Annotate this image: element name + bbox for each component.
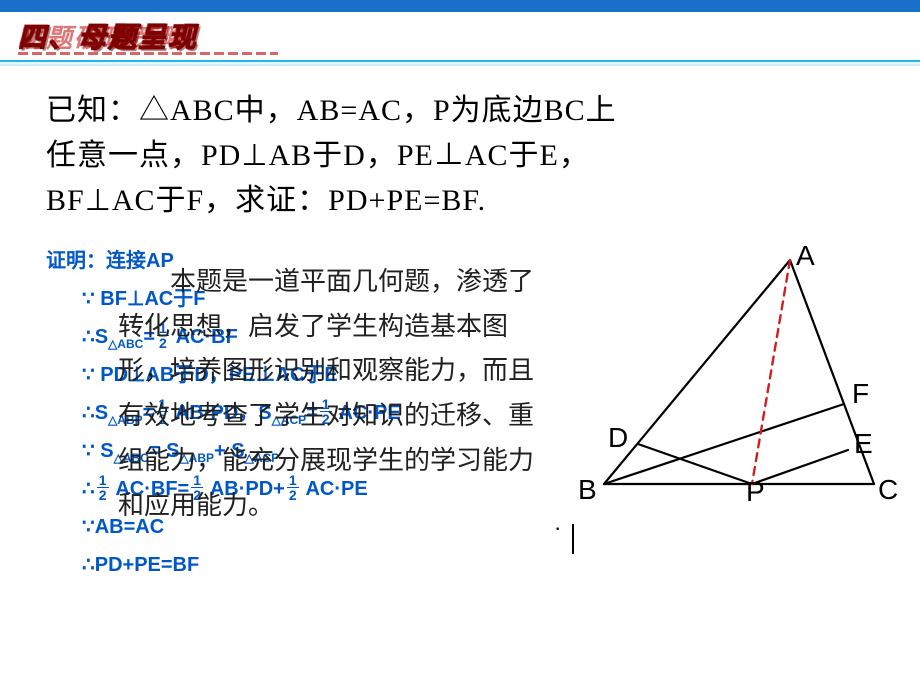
half: 12 bbox=[97, 473, 109, 502]
triangle-figure: ABCDEFP bbox=[592, 252, 892, 512]
problem-line-1: 已知：△ABC中，AB=AC，P为底边BC上 bbox=[46, 88, 882, 133]
t: ∴S bbox=[82, 402, 108, 424]
vertex-label-C: C bbox=[878, 474, 898, 506]
commentary-text: 本题是一道平面几何题，渗透了转化思想，启发了学生构造基本图形，培养图形识别和观察… bbox=[118, 260, 538, 528]
vertex-label-F: F bbox=[852, 378, 869, 410]
vertex-label-A: A bbox=[796, 240, 815, 272]
stray-mark: · bbox=[554, 516, 561, 542]
vertex-label-E: E bbox=[854, 428, 873, 460]
stray-bar bbox=[572, 524, 574, 554]
title-row: 功题破理策略 四、母题呈现 bbox=[0, 12, 920, 60]
title-main: 四、母题呈现 bbox=[0, 16, 198, 56]
vertex-label-P: P bbox=[746, 476, 765, 508]
t: ∴ bbox=[82, 478, 95, 500]
problem-line-3: BF⊥AC于F，求证：PD+PE=BF. bbox=[46, 178, 882, 223]
top-band bbox=[0, 0, 920, 12]
problem-statement: 已知：△ABC中，AB=AC，P为底边BC上 任意一点，PD⊥AB于D，PE⊥A… bbox=[46, 88, 882, 223]
t: ∴S bbox=[82, 326, 108, 348]
problem-line-2: 任意一点，PD⊥AB于D，PE⊥AC于E， bbox=[46, 133, 882, 178]
t: ∵ S bbox=[82, 440, 114, 462]
content: 已知：△ABC中，AB=AC，P为底边BC上 任意一点，PD⊥AB于D，PE⊥A… bbox=[0, 66, 920, 223]
triangle-svg bbox=[592, 252, 892, 512]
vertex-label-B: B bbox=[578, 474, 597, 506]
proof-l8: ∴PD+PE=BF bbox=[46, 546, 401, 584]
vertex-label-D: D bbox=[608, 422, 628, 454]
